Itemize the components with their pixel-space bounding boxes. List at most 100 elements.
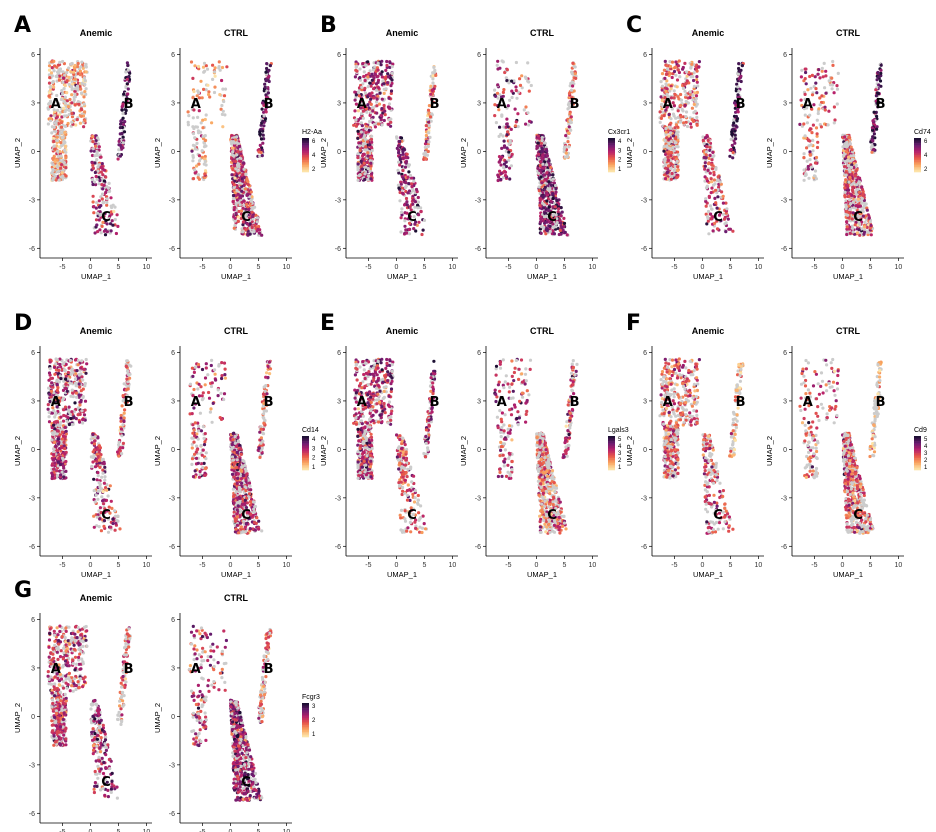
cell-point [675, 159, 679, 163]
cell-point [737, 62, 741, 66]
cell-point [662, 68, 667, 72]
cell-point [810, 165, 814, 169]
cell-point [737, 89, 741, 93]
cell-point [845, 232, 849, 237]
y-tick-label: -3 [335, 197, 341, 204]
cell-point [871, 135, 875, 139]
cell-point [200, 149, 204, 153]
cell-point [250, 225, 254, 230]
cell-point [505, 122, 509, 126]
cell-point [709, 191, 713, 195]
colorbar-segment [302, 170, 309, 173]
cell-point [665, 136, 669, 140]
cell-point [871, 119, 875, 123]
cell-point [57, 122, 61, 126]
x-tick-label: 0 [88, 264, 92, 271]
colorbar-segment [302, 166, 309, 169]
cell-point [692, 78, 696, 83]
cell-point [570, 70, 574, 74]
cell-point [383, 109, 387, 113]
cell-point [430, 88, 434, 92]
cell-point [685, 70, 689, 74]
cell-point [61, 135, 65, 139]
cell-point [186, 120, 190, 124]
cell-point [850, 148, 854, 152]
cell-point [493, 88, 497, 92]
cell-point [496, 83, 500, 87]
cell-point [116, 224, 120, 228]
cell-point [706, 168, 710, 172]
cell-point [568, 119, 572, 123]
y-tick-label: -6 [475, 246, 481, 253]
cell-point [832, 121, 836, 125]
cell-point [734, 124, 738, 128]
cell-point [380, 75, 384, 79]
cell-point [412, 198, 416, 202]
cell-point [356, 178, 360, 182]
cell-point [869, 233, 873, 237]
y-tick-label: -3 [29, 197, 35, 204]
cluster-label: B [876, 97, 886, 112]
cell-point [524, 122, 528, 126]
cell-point [527, 89, 531, 93]
cell-point [401, 192, 405, 196]
cell-point [497, 175, 501, 179]
cell-point [73, 77, 77, 81]
cell-point [695, 115, 699, 119]
cell-point [266, 91, 270, 95]
cell-point [396, 168, 400, 172]
cell-point [73, 103, 77, 107]
cell-point [368, 113, 372, 117]
cell-point [688, 90, 692, 94]
cell-point [568, 112, 572, 116]
cell-point [807, 176, 811, 180]
cell-point [369, 84, 373, 88]
cell-point [94, 183, 98, 187]
cell-point [824, 69, 828, 73]
colorbar-tick-label: 3 [618, 148, 622, 154]
cell-point [237, 215, 241, 219]
y-tick-label: 6 [477, 52, 481, 59]
cell-point [79, 65, 83, 69]
cell-point [386, 72, 390, 76]
cell-point [370, 148, 374, 153]
cell-point [262, 124, 266, 128]
cell-point [500, 59, 504, 63]
y-tick-label: 6 [171, 52, 175, 59]
cell-point [419, 209, 423, 214]
cell-point [569, 115, 573, 119]
y-tick-label: 6 [31, 52, 35, 59]
cell-point [49, 71, 54, 75]
cell-point [848, 175, 852, 179]
cell-point [94, 139, 98, 143]
cell-point [851, 226, 855, 230]
cell-point [666, 158, 671, 162]
cell-point [569, 88, 574, 92]
cell-point [684, 99, 688, 104]
cell-point [377, 86, 381, 90]
cell-point [238, 181, 242, 185]
cell-point [691, 98, 695, 102]
cell-point [552, 232, 557, 236]
colorbar-segment [608, 166, 615, 169]
cell-point [406, 191, 410, 195]
cell-point [193, 64, 197, 68]
cell-point [706, 219, 710, 223]
cell-point [359, 121, 363, 125]
cell-point [105, 197, 109, 201]
cell-point [671, 134, 676, 138]
cell-point [854, 192, 858, 196]
cell-point [429, 119, 433, 123]
cell-point [105, 203, 109, 207]
cell-point [665, 144, 669, 148]
cell-point [107, 181, 111, 185]
cell-point [673, 168, 677, 172]
cell-point [414, 187, 419, 192]
cell-point [236, 150, 240, 154]
cell-point [55, 93, 59, 98]
cell-point [843, 194, 847, 198]
cell-point [548, 224, 552, 228]
cell-point [705, 222, 709, 226]
cell-point [107, 217, 111, 221]
cell-point [91, 163, 95, 167]
